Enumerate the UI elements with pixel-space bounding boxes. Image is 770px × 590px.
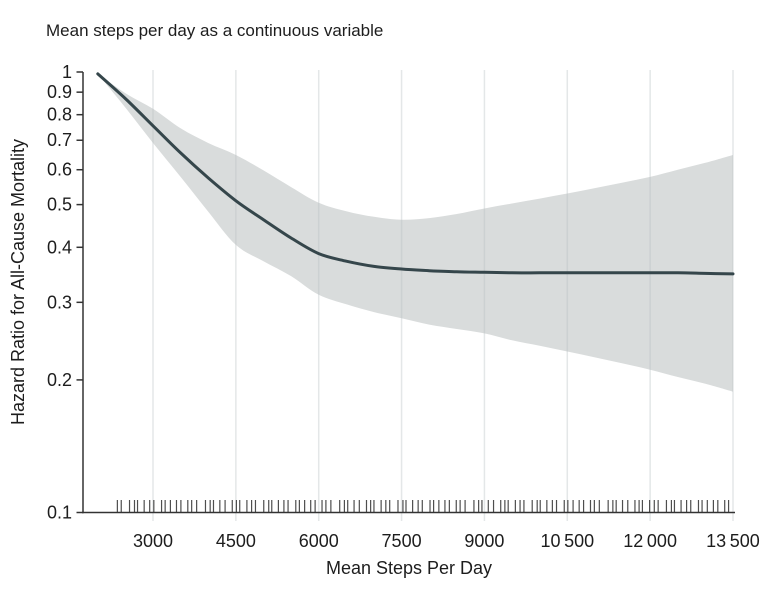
x-tick-label: 13 500 xyxy=(706,531,760,551)
y-tick-label: 0.3 xyxy=(47,292,72,312)
hazard-ratio-curve xyxy=(96,72,735,276)
y-tick-label: 0.8 xyxy=(47,105,72,125)
figure-title: Mean steps per day as a continuous varia… xyxy=(46,21,383,40)
x-axis-title: Mean Steps Per Day xyxy=(326,558,492,578)
y-tick-label: 0.7 xyxy=(47,130,72,150)
confidence-band xyxy=(97,73,734,392)
rug-plot-layer xyxy=(116,500,730,512)
y-axis-title: Hazard Ratio for All-Cause Mortality xyxy=(8,139,28,425)
confidence-band-layer xyxy=(97,73,734,392)
x-tick-label: 3000 xyxy=(133,531,173,551)
y-tick-label: 0.4 xyxy=(47,237,72,257)
tick-label-layer: 10.9 0.8 0.7 0.6 0.5 0.4 0.3 0.2 0.1 3000 4500 6000… xyxy=(47,62,760,551)
gridline-layer xyxy=(152,70,734,521)
y-tick-label: 0.6 xyxy=(47,160,72,180)
x-tick-label: 9000 xyxy=(464,531,504,551)
y-tick-label: 0.9 xyxy=(47,82,72,102)
y-tick-label: 0.1 xyxy=(47,503,72,523)
x-tick-label: 7500 xyxy=(382,531,422,551)
estimate-curve-layer xyxy=(96,72,735,276)
y-tick-label: 0.2 xyxy=(47,370,72,390)
x-tick-label: 10 500 xyxy=(540,531,594,551)
y-tick-label: 0.5 xyxy=(47,195,72,215)
axes-layer xyxy=(76,71,735,514)
y-tick-label: 1 xyxy=(62,62,72,82)
x-tick-label: 4500 xyxy=(216,531,256,551)
x-tick-label: 12 000 xyxy=(623,531,677,551)
x-tick-label: 6000 xyxy=(299,531,339,551)
